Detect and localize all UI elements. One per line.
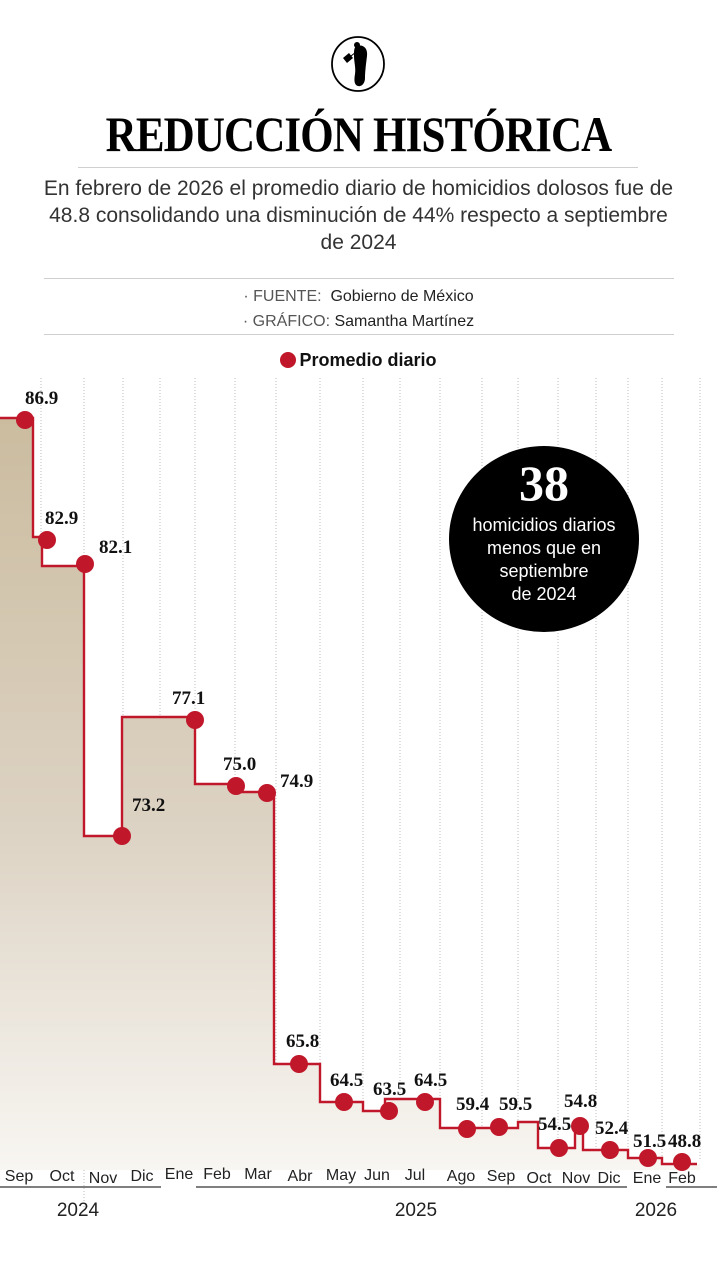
legend: Promedio diario xyxy=(0,350,717,371)
svg-text:Oct: Oct xyxy=(527,1170,552,1187)
svg-text:May: May xyxy=(326,1167,356,1184)
svg-text:Ene: Ene xyxy=(633,1170,662,1187)
svg-text:Feb: Feb xyxy=(203,1166,231,1183)
svg-text:2026: 2026 xyxy=(635,1200,677,1221)
callout-text: homicidios diarios menos que en septiemb… xyxy=(449,514,639,606)
graphic-label: · GRÁFICO: xyxy=(242,313,331,330)
callout-line: de 2024 xyxy=(511,584,577,604)
svg-text:Abr: Abr xyxy=(288,1168,314,1185)
svg-text:2024: 2024 xyxy=(57,1200,100,1221)
source-line: · FUENTE: Gobierno de México xyxy=(0,284,717,309)
legend-label: Promedio diario xyxy=(299,350,437,370)
svg-text:82.9: 82.9 xyxy=(45,508,78,529)
legend-dot-icon xyxy=(280,352,297,368)
subtitle: En febrero de 2026 el promedio diario de… xyxy=(43,177,674,254)
svg-text:Dic: Dic xyxy=(130,1168,153,1185)
area-fill xyxy=(0,418,700,1170)
source-label: · FUENTE: xyxy=(243,288,322,305)
svg-text:48.8: 48.8 xyxy=(668,1131,701,1152)
svg-text:Feb: Feb xyxy=(668,1170,696,1187)
callout-number: 38 xyxy=(519,455,569,511)
callout-line: homicidios diarios xyxy=(472,515,616,535)
svg-text:59.5: 59.5 xyxy=(499,1094,532,1115)
svg-text:74.9: 74.9 xyxy=(280,771,313,792)
callout-line: septiembre xyxy=(499,561,589,581)
data-points xyxy=(16,411,691,1171)
callout-line: menos que en xyxy=(486,538,602,558)
svg-text:51.5: 51.5 xyxy=(633,1131,666,1152)
value-labels: 86.9 82.9 82.1 73.2 77.1 75.0 74.9 65.8 … xyxy=(25,388,701,1152)
divider xyxy=(44,334,674,335)
svg-text:Jun: Jun xyxy=(364,1167,390,1184)
graphic-line: · GRÁFICO: Samantha Martínez xyxy=(0,309,717,334)
svg-text:82.1: 82.1 xyxy=(99,537,132,558)
divider xyxy=(44,278,674,279)
svg-text:77.1: 77.1 xyxy=(172,688,205,709)
svg-text:2025: 2025 xyxy=(395,1200,437,1221)
page-title: REDUCCIÓN HISTÓRICA xyxy=(105,106,613,162)
svg-text:Oct: Oct xyxy=(50,1168,75,1185)
svg-text:54.8: 54.8 xyxy=(564,1091,597,1112)
svg-text:64.5: 64.5 xyxy=(414,1070,447,1091)
svg-text:Nov: Nov xyxy=(89,1170,117,1187)
svg-text:Sep: Sep xyxy=(5,1168,34,1185)
svg-text:52.4: 52.4 xyxy=(595,1118,629,1139)
callout-badge: 38 homicidios diarios menos que en septi… xyxy=(449,446,639,632)
svg-text:63.5: 63.5 xyxy=(373,1079,406,1100)
svg-text:64.5: 64.5 xyxy=(330,1070,363,1091)
year-labels: 2024 2025 2026 xyxy=(57,1200,677,1221)
svg-text:Sep: Sep xyxy=(487,1168,516,1185)
svg-text:Dic: Dic xyxy=(597,1170,620,1187)
foot-with-toe-tag-icon xyxy=(330,36,386,92)
month-labels: Sep Oct Nov Dic Ene Feb Mar Abr May Jun … xyxy=(5,1166,696,1187)
svg-text:59.4: 59.4 xyxy=(456,1094,490,1115)
svg-text:86.9: 86.9 xyxy=(25,388,58,409)
svg-text:Ago: Ago xyxy=(447,1168,476,1185)
svg-text:Nov: Nov xyxy=(562,1170,590,1187)
svg-text:Ene: Ene xyxy=(165,1166,194,1183)
svg-text:54.5: 54.5 xyxy=(538,1114,571,1135)
credits: · FUENTE: Gobierno de México · GRÁFICO: … xyxy=(0,284,717,334)
svg-text:Mar: Mar xyxy=(244,1166,272,1183)
source-value: Gobierno de México xyxy=(330,288,474,305)
svg-text:73.2: 73.2 xyxy=(132,795,165,816)
divider xyxy=(78,167,638,168)
svg-text:65.8: 65.8 xyxy=(286,1031,319,1052)
svg-text:75.0: 75.0 xyxy=(223,754,256,775)
graphic-value: Samantha Martínez xyxy=(334,313,475,330)
svg-text:Jul: Jul xyxy=(405,1167,425,1184)
